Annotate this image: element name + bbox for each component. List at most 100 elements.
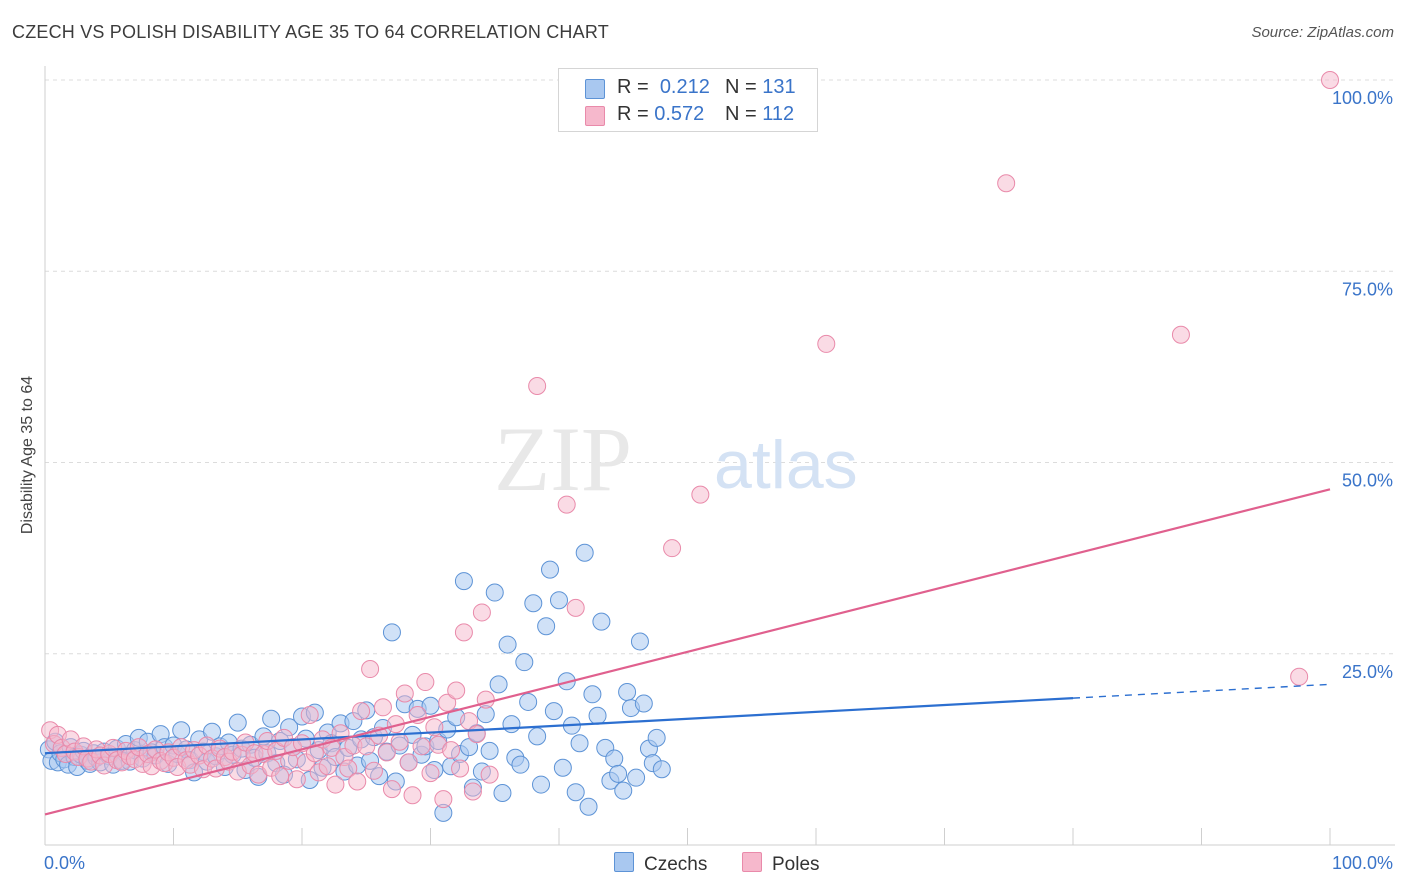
czechs-point [605, 749, 624, 768]
czechs-point [647, 728, 666, 747]
czechs-point [541, 560, 560, 579]
poles-point [472, 603, 491, 622]
czechs-point [630, 632, 649, 651]
czechs-point [570, 734, 589, 753]
poles-r-value: 0.572 [654, 103, 705, 125]
poles-point [287, 770, 306, 789]
czechs-point [262, 709, 281, 728]
czechs-point [228, 713, 247, 732]
trend-lines [44, 488, 1331, 816]
czechs-point [172, 721, 191, 740]
series-legend: Czechs Poles [0, 852, 1406, 878]
poles-points [41, 71, 1339, 809]
watermark-atlas: atlas [714, 427, 858, 503]
czechs-point [566, 783, 585, 802]
czechs-point [511, 755, 530, 774]
poles-point [412, 737, 431, 756]
czechs-legend-label: Czechs [644, 854, 708, 875]
czechs-point [532, 775, 551, 794]
y-tick-label-50: 50.0% [1342, 471, 1393, 491]
poles-point [447, 681, 466, 700]
poles-r: R = 0.572 [617, 103, 705, 125]
czechs-point [634, 694, 653, 713]
legend-item-poles[interactable]: Poles [742, 852, 820, 876]
czechs-point [480, 741, 499, 760]
czechs-swatch [585, 79, 605, 99]
poles-point [663, 539, 682, 558]
czechs-point [498, 635, 517, 654]
poles-point [1290, 667, 1309, 686]
czechs-r: R = 0.212 [617, 76, 710, 98]
czechs-point [579, 797, 598, 816]
poles-point [326, 775, 345, 794]
czechs-point [583, 685, 602, 704]
poles-point [271, 767, 290, 786]
x-tick-label-max: 100.0% [1332, 853, 1393, 873]
czechs-r-value: 0.212 [659, 76, 710, 98]
poles-point [377, 743, 396, 762]
correlation-legend: R = 0.212 N = 131 R = 0.572 N = 112 [558, 68, 818, 132]
poles-point [373, 698, 392, 717]
tick-labels: 25.0% 50.0% 75.0% 100.0% 0.0% 100.0% [44, 88, 1393, 873]
poles-point [352, 702, 371, 721]
czechs-point [485, 583, 504, 602]
y-tick-label-100: 100.0% [1332, 88, 1393, 108]
poles-swatch [585, 106, 605, 126]
czechs-point [454, 572, 473, 591]
poles-point [1171, 325, 1190, 344]
legend-row-czechs: R = 0.212 N = 131 [559, 73, 817, 101]
czechs-point [489, 675, 508, 694]
poles-point [566, 598, 585, 617]
czechs-point [588, 706, 607, 725]
poles-trend-line [44, 488, 1331, 816]
poles-n-value: 112 [762, 103, 795, 125]
poles-point [305, 744, 324, 763]
czechs-point [550, 591, 568, 610]
poles-point [357, 737, 376, 756]
chart-title: CZECH VS POLISH DISABILITY AGE 35 TO 64 … [12, 22, 609, 42]
poles-point [318, 757, 337, 776]
poles-point [463, 782, 482, 801]
poles-point [361, 660, 380, 679]
czechs-point [614, 781, 633, 800]
poles-legend-label: Poles [772, 854, 820, 875]
czechs-point [524, 594, 543, 613]
czechs-legend-swatch [614, 852, 634, 872]
poles-point [390, 732, 409, 751]
poles-point [480, 765, 499, 784]
czechs-point [652, 760, 671, 779]
poles-point [300, 705, 319, 724]
czechs-n-value: 131 [762, 76, 796, 98]
poles-point [421, 764, 440, 783]
poles-point [997, 174, 1016, 193]
poles-point [434, 790, 453, 809]
czechs-point [609, 764, 628, 783]
poles-point [442, 741, 461, 760]
czechs-point [575, 543, 594, 562]
poles-point [348, 772, 367, 791]
czechs-point [382, 623, 401, 642]
legend-row-poles: R = 0.572 N = 112 [559, 100, 817, 128]
poles-legend-swatch [742, 852, 762, 872]
y-tick-label-75: 75.0% [1342, 279, 1393, 299]
czechs-point [528, 727, 547, 746]
czechs-point [553, 758, 572, 777]
poles-point [403, 786, 422, 805]
czechs-point [618, 683, 637, 701]
czechs-point [519, 692, 538, 711]
poles-point [451, 759, 470, 778]
czechs-trend-line [44, 697, 1074, 755]
poles-point [382, 780, 401, 799]
y-tick-label-25: 25.0% [1342, 662, 1393, 682]
czechs-point [544, 702, 563, 721]
poles-point [817, 334, 836, 353]
poles-point [364, 761, 383, 780]
poles-point [557, 495, 576, 514]
poles-point [528, 377, 547, 395]
x-tick-label-min: 0.0% [44, 853, 85, 873]
poles-point [476, 690, 495, 709]
czechs-point [627, 768, 646, 787]
poles-point [1321, 71, 1339, 89]
poles-point [395, 684, 414, 703]
legend-item-czechs[interactable]: Czechs [614, 852, 707, 876]
